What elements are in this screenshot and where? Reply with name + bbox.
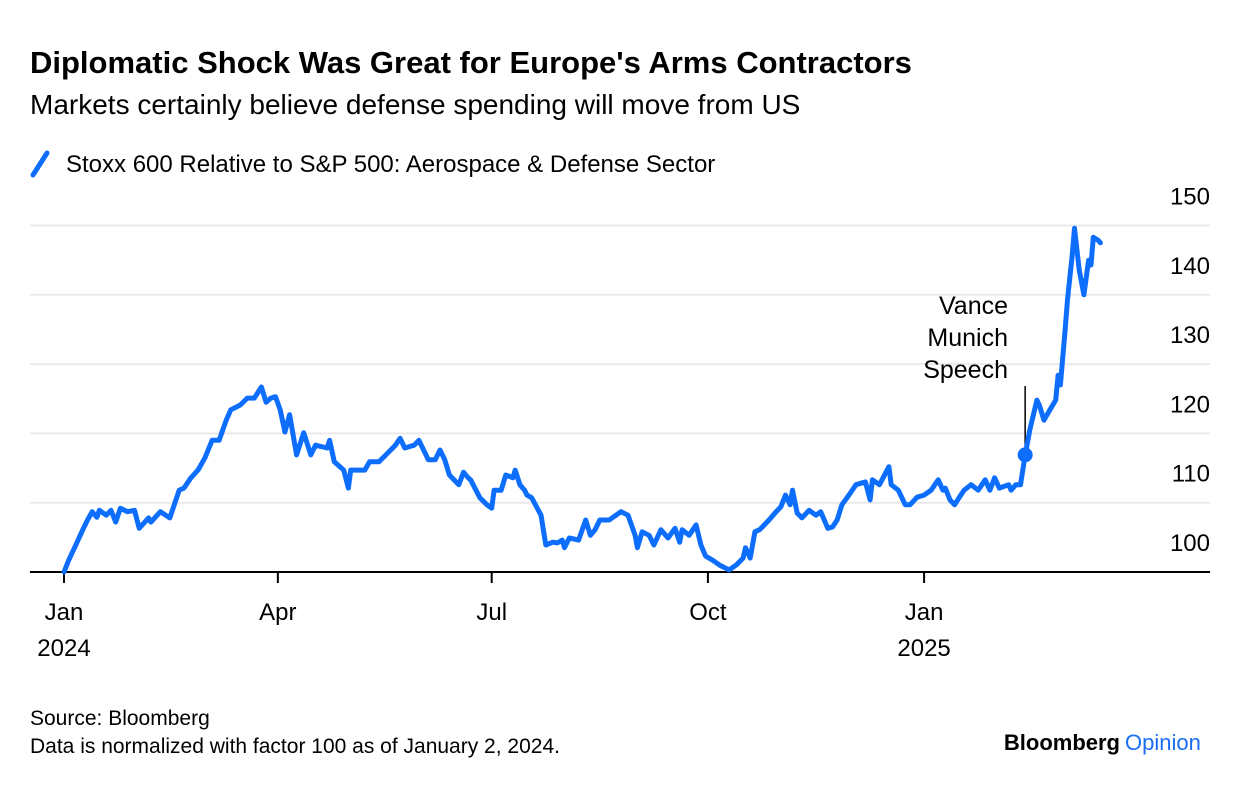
x-tick-year: 2025 [897,635,950,662]
x-axis: Jan 2024 Apr Jul Oct Jan 2025 [37,572,951,662]
x-tick-label: Jan [905,599,944,626]
x-tick-label: Apr [259,599,296,626]
logo-opinion: Opinion [1125,730,1201,755]
x-tick-label: Jan [45,599,84,626]
y-axis-labels: 100 110 120 130 140 150 [1170,184,1210,558]
annotation-line-3: Speech [923,356,1008,384]
series-line-aerospace-defense [61,225,1103,575]
y-tick-label: 150 [1170,184,1210,211]
legend-label: Stoxx 600 Relative to S&P 500: Aerospace… [66,151,715,178]
y-tick-label: 120 [1170,391,1210,418]
legend: Stoxx 600 Relative to S&P 500: Aerospace… [30,150,715,178]
x-tick-label: Jul [476,599,507,626]
x-tick-year: 2024 [37,635,90,662]
bloomberg-opinion-logo: Bloomberg Opinion [1004,730,1201,755]
footer-source: Source: Bloomberg [30,707,210,730]
x-tick-label: Oct [689,599,727,626]
logo-bloomberg: Bloomberg [1004,730,1120,755]
chart-subtitle: Markets certainly believe defense spendi… [30,89,800,120]
legend-line-icon [30,150,50,178]
gridlines [30,224,1210,504]
y-tick-label: 130 [1170,322,1210,349]
annotation-line-2: Munich [927,324,1008,352]
annotation-marker-dot [1017,447,1033,463]
chart-title: Diplomatic Shock Was Great for Europe's … [30,45,912,80]
y-tick-label: 140 [1170,253,1210,280]
y-tick-label: 110 [1172,461,1210,488]
y-tick-label: 100 [1170,530,1210,557]
footer-note: Data is normalized with factor 100 as of… [30,735,560,758]
annotation-line-1: Vance [939,292,1008,320]
annotation: Vance Munich Speech [923,292,1026,455]
